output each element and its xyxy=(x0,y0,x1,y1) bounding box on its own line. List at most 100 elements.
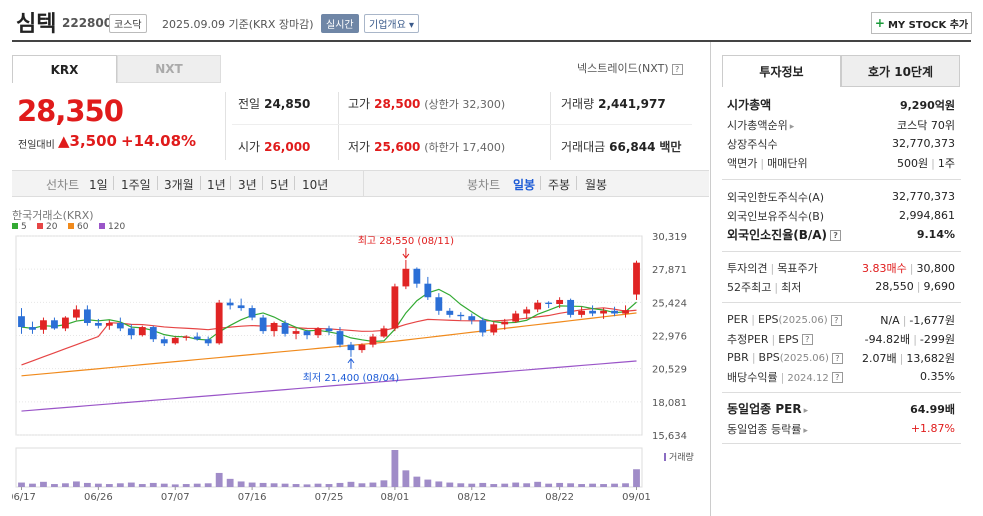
candle-body xyxy=(556,299,564,305)
price-chart[interactable]: 한국거래소(KRX) 5 20 60 120 30,319 27,871 25,424 22… xyxy=(12,208,709,516)
period-3m[interactable]: 3개월 xyxy=(164,178,194,192)
chart-grid xyxy=(15,235,643,436)
candle-body xyxy=(501,321,509,325)
candlesticks xyxy=(18,259,640,357)
ma-legend: 5 20 60 120 xyxy=(12,222,125,232)
ma20-line xyxy=(21,307,637,366)
help-icon[interactable]: ? xyxy=(831,352,843,364)
volume-bar xyxy=(127,482,135,487)
ma-legend-swatch xyxy=(12,223,18,229)
period-daily[interactable]: 일봉 xyxy=(513,178,536,192)
candle-body xyxy=(182,336,190,338)
help-icon[interactable]: ? xyxy=(830,314,842,326)
volume-bar xyxy=(204,483,212,487)
sector-per-label: 동일업종 PER xyxy=(727,402,802,416)
period-monthly[interactable]: 월봉 xyxy=(585,178,608,192)
tab-krx[interactable]: KRX xyxy=(12,55,117,83)
add-my-stock-button[interactable]: + MY STOCK 추가 xyxy=(871,12,972,34)
help-icon[interactable]: ? xyxy=(671,63,683,75)
high-annotation: 최고 28,550 (08/11) xyxy=(358,235,454,247)
candle-body xyxy=(248,308,256,318)
help-icon[interactable]: ? xyxy=(830,230,842,241)
volume-bar xyxy=(259,482,267,487)
candle-body xyxy=(226,302,234,306)
realtime-tag[interactable]: 실시간 xyxy=(321,14,359,33)
candle-body xyxy=(62,317,69,329)
pbr-label: PBR xyxy=(727,351,749,364)
candle-body xyxy=(435,297,443,311)
period-3y[interactable]: 3년 xyxy=(238,178,257,192)
ma-legend-label: 5 xyxy=(21,222,27,232)
current-price: 28,350 xyxy=(17,94,124,128)
candle-body xyxy=(611,310,618,314)
lot-value: 1주 xyxy=(937,156,955,170)
foreign-ratio-row: 외국인소진율(B/A)? 9.14% xyxy=(727,225,955,244)
target-label: 목표주가 xyxy=(777,261,818,275)
volume-bar xyxy=(270,483,278,487)
help-icon[interactable]: ? xyxy=(831,372,843,383)
cap-rank-row[interactable]: 시가총액순위 ▸ 코스닥 70위 xyxy=(727,115,955,134)
period-bar xyxy=(12,170,709,197)
sector-rate-row[interactable]: 동일업종 등락률 ▸ +1.87% xyxy=(727,419,955,438)
foreign-hold-row: 외국인보유주식수(B) 2,994,861 xyxy=(727,206,955,225)
candle-body xyxy=(171,337,179,344)
company-overview-button[interactable]: 기업개요 ▾ xyxy=(364,14,420,33)
eps-value: -1,677원 xyxy=(909,313,955,327)
period-10y[interactable]: 10년 xyxy=(302,178,329,192)
par-lot-row: 액면가 | 매매단위 500원 | 1주 xyxy=(727,156,955,170)
candle-body xyxy=(292,331,300,334)
sector-per-row[interactable]: 동일업종 PER ▸ 64.99배 xyxy=(727,399,955,418)
volume-bar xyxy=(281,483,289,487)
divider xyxy=(113,176,114,190)
open-value: 26,000 xyxy=(264,140,311,154)
divider xyxy=(262,176,263,190)
ma-legend-label: 60 xyxy=(77,222,89,232)
volume-bar xyxy=(556,482,564,487)
y-tick-label: 25,424 xyxy=(652,298,687,309)
period-1d[interactable]: 1일 xyxy=(89,178,108,192)
candle-body xyxy=(325,328,333,332)
ma-legend-swatch xyxy=(37,223,43,229)
divider xyxy=(722,443,961,444)
divider xyxy=(540,176,541,190)
x-tick-label: 06/17 xyxy=(12,492,36,503)
divider xyxy=(232,124,692,125)
opinion-label: 투자의견 xyxy=(727,261,768,275)
tab-orderbook[interactable]: 호가 10단계 xyxy=(841,55,960,87)
foreign-hold-value: 2,994,861 xyxy=(899,209,955,222)
volume-bar xyxy=(611,483,618,487)
volume-bar xyxy=(545,483,553,487)
shares-value: 32,770,373 xyxy=(892,137,955,150)
tab-investment-info[interactable]: 투자정보 xyxy=(722,55,841,87)
volume-bar xyxy=(314,483,322,487)
candle-body xyxy=(105,322,113,326)
volume-bar xyxy=(391,450,399,487)
chevron-right-icon: ▸ xyxy=(803,406,809,416)
period-weekly[interactable]: 주봉 xyxy=(548,178,571,192)
volume-bar xyxy=(182,484,190,487)
candle-body xyxy=(347,344,355,351)
market-cap-value: 9,290억원 xyxy=(899,98,955,112)
volume-bar xyxy=(160,483,168,487)
period-1y[interactable]: 1년 xyxy=(207,178,226,192)
per-label: PER xyxy=(727,313,749,326)
foreign-hold-label: 외국인보유주식수(B) xyxy=(727,209,825,223)
tab-nxt[interactable]: NXT xyxy=(117,55,221,83)
volume-bar xyxy=(18,482,25,487)
low-annotation: 최저 21,400 (08/04) xyxy=(303,372,399,384)
volume-bar xyxy=(347,481,355,487)
period-1w[interactable]: 1주일 xyxy=(121,178,151,192)
foreign-limit-value: 32,770,373 xyxy=(892,190,955,203)
divider xyxy=(225,92,226,160)
volume-bar xyxy=(303,484,311,487)
volume-bar xyxy=(622,483,629,487)
y-tick-label: 27,871 xyxy=(652,265,687,276)
trading-value-unit: 백만 xyxy=(659,140,682,154)
volume-frame xyxy=(15,447,643,488)
market-tag: 코스닥 xyxy=(109,14,147,33)
volume-bar xyxy=(578,484,586,487)
period-5y[interactable]: 5년 xyxy=(270,178,289,192)
nextrade-link[interactable]: 넥스트레이드(NXT)? xyxy=(577,60,683,76)
help-icon[interactable]: ? xyxy=(801,334,813,345)
volume-value: 2,441,977 xyxy=(598,97,666,111)
